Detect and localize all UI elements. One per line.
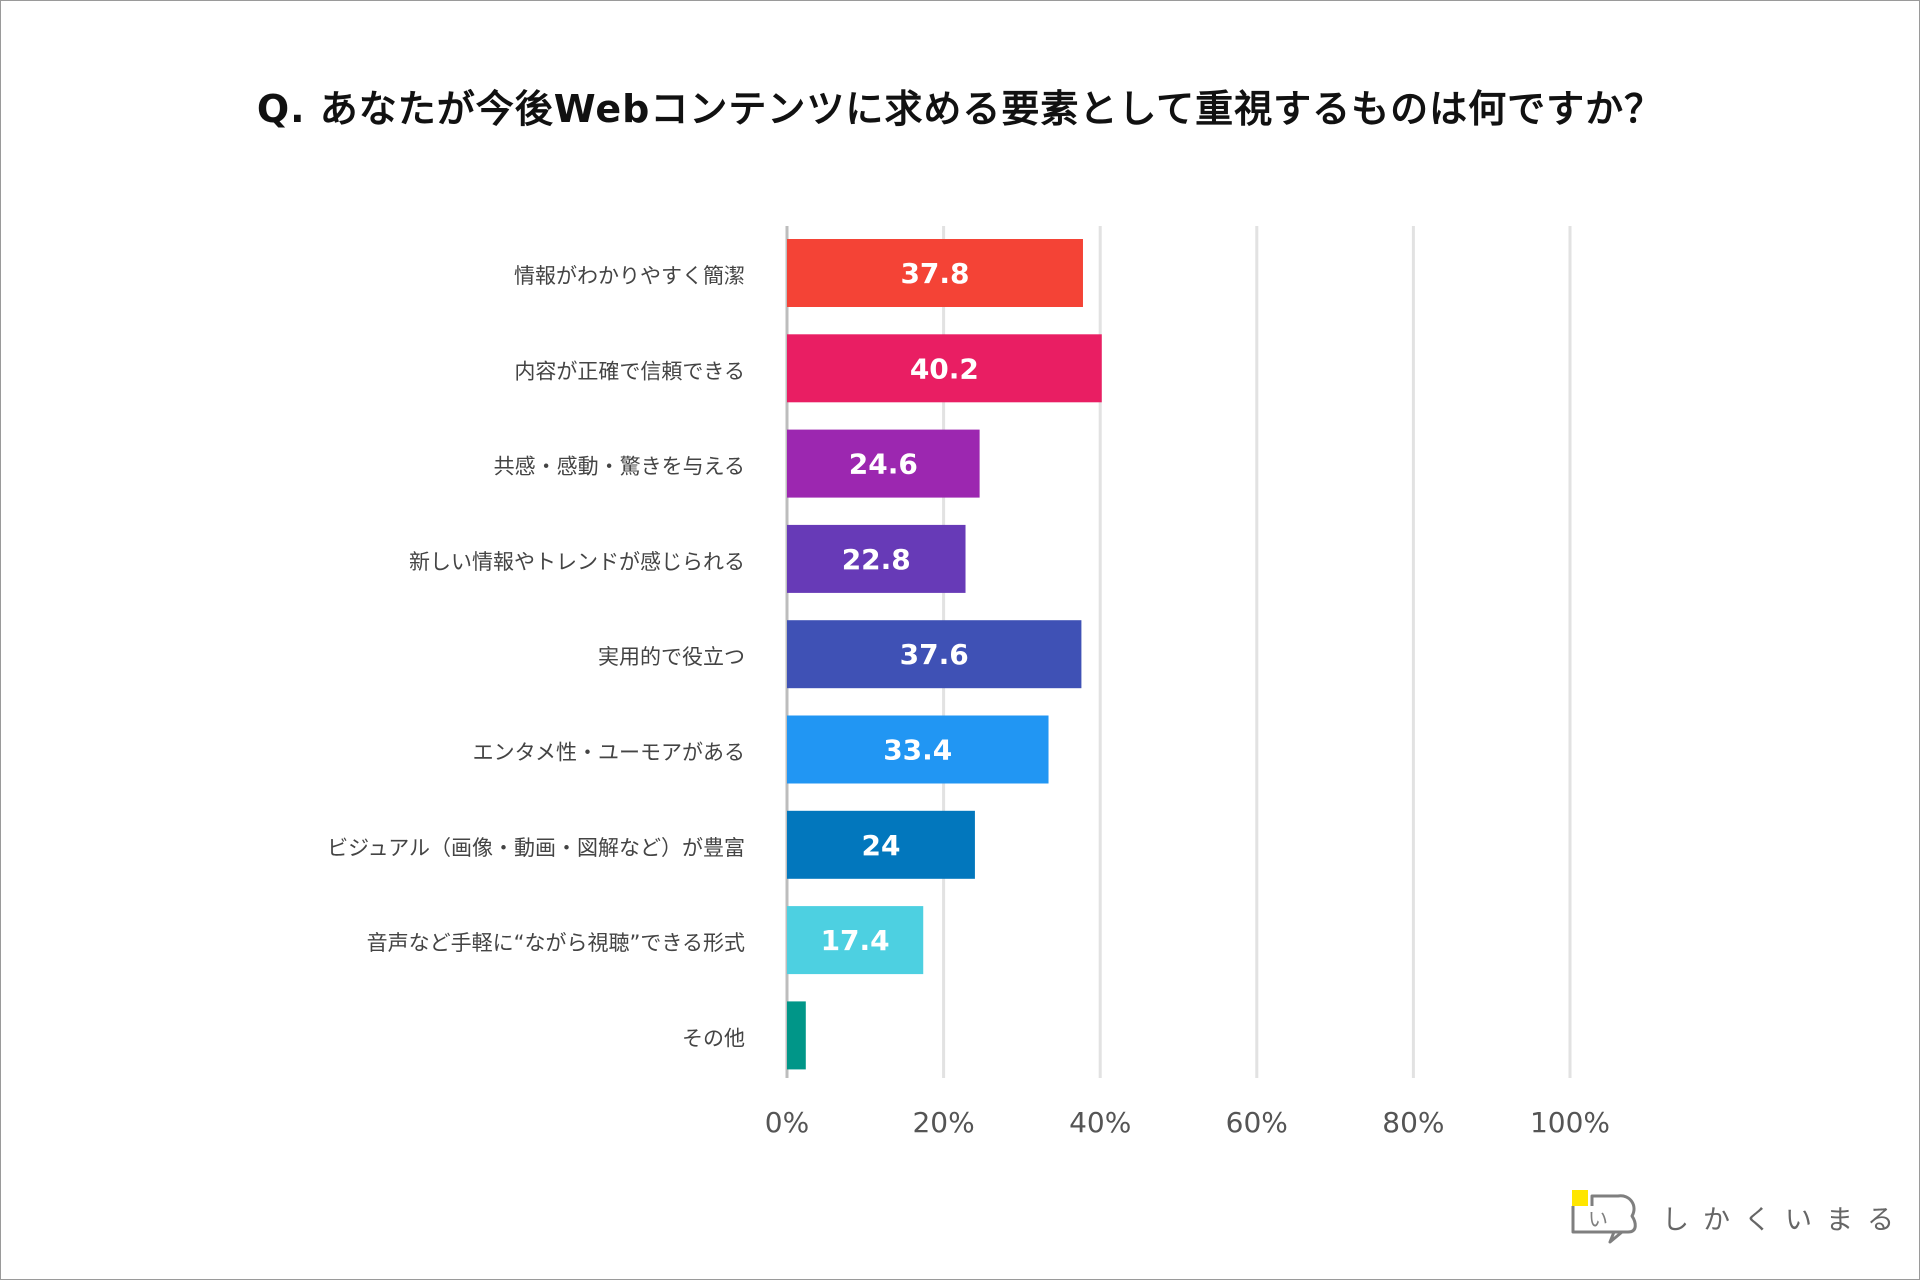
data-label: 37.6 — [900, 638, 969, 671]
data-label: 22.8 — [842, 543, 911, 576]
chart-title: Q. あなたが今後Webコンテンツに求める要素として重視するものは何ですか？ — [256, 87, 1664, 131]
category-label: 音声など手軽に“ながら視聴”できる形式 — [367, 931, 745, 955]
bar — [787, 620, 1082, 689]
bar — [787, 239, 1083, 307]
data-label: 24 — [861, 829, 900, 862]
data-label: 37.8 — [900, 257, 969, 290]
x-tick-label: 20% — [912, 1106, 974, 1139]
category-label: エンタメ性・ユーモアがある — [473, 741, 745, 765]
logo-text: しかくいまる — [1662, 1205, 1908, 1236]
data-label: 24.6 — [849, 448, 918, 481]
category-label: その他 — [682, 1026, 745, 1050]
bar-chart: 0% 20% 40% 60% 80% 100% 情報がわかりやすく簡潔 37.8 内容が正確で信… — [327, 226, 1610, 1139]
category-label: 新しい情報やトレンドが感じられる — [409, 550, 745, 574]
bar — [787, 429, 980, 498]
category-label: 内容が正確で信頼できる — [514, 359, 745, 383]
brand-logo: い しかくいまる — [1570, 1188, 1894, 1248]
category-label: 実用的で役立つ — [598, 645, 745, 669]
bar — [787, 1001, 806, 1070]
bar — [787, 906, 924, 975]
x-tick-label: 0% — [765, 1106, 809, 1139]
category-label: 情報がわかりやすく簡潔 — [514, 264, 745, 288]
bar — [787, 810, 975, 879]
logo-accent-square — [1572, 1190, 1588, 1206]
data-label: 17.4 — [821, 924, 890, 957]
bar — [787, 334, 1102, 403]
speech-bubble-icon: い — [1571, 1190, 1637, 1244]
bar — [787, 715, 1049, 784]
category-label: ビジュアル（画像・動画・図解など）が豊富 — [327, 836, 745, 860]
bar — [787, 524, 966, 593]
x-tick-label: 40% — [1069, 1106, 1131, 1139]
logo-icon-text: い — [1588, 1207, 1608, 1231]
x-tick-label: 100% — [1530, 1106, 1610, 1139]
x-tick-label: 80% — [1382, 1106, 1444, 1139]
category-label: 共感・感動・驚きを与える — [494, 455, 745, 479]
data-label: 40.2 — [910, 352, 979, 385]
data-label: 33.4 — [883, 734, 952, 767]
x-tick-label: 60% — [1226, 1106, 1288, 1139]
